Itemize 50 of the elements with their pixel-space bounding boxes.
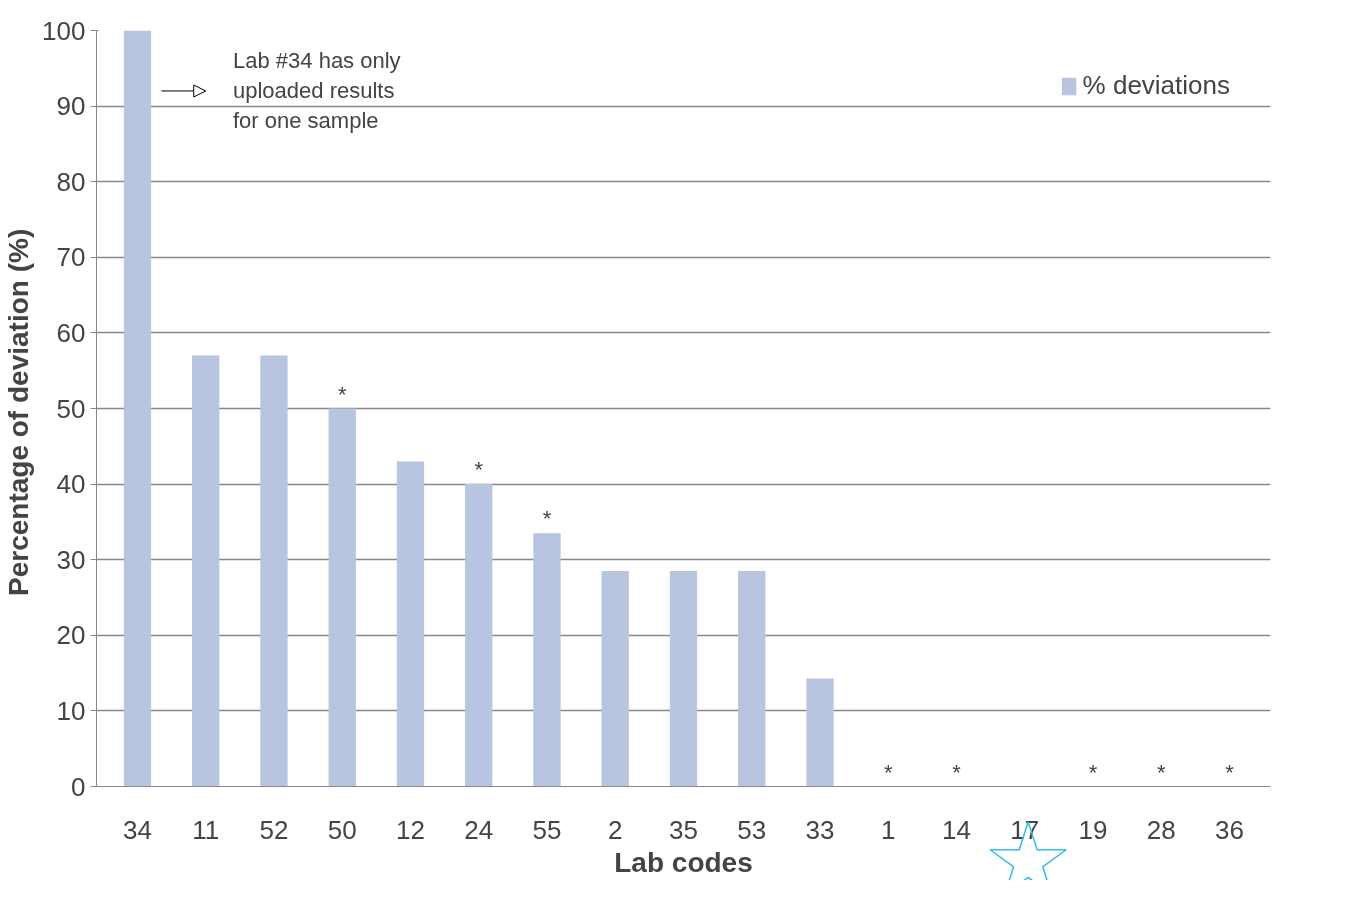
bar <box>260 355 288 787</box>
bar <box>465 484 493 787</box>
y-tick-label: 80 <box>56 166 86 197</box>
annotation: * <box>1157 759 1167 785</box>
x-tick-label: 12 <box>396 814 425 845</box>
y-axis-title: Percentage of deviation (%) <box>3 228 35 596</box>
legend-label: % deviations <box>1082 70 1230 101</box>
bar <box>192 355 220 787</box>
x-tick-label: 53 <box>737 814 767 845</box>
bar <box>123 30 152 787</box>
x-tick-label: 2 <box>608 814 623 845</box>
x-tick-label: 50 <box>327 814 357 845</box>
x-tick-label: 36 <box>1215 814 1245 845</box>
annotation: * <box>542 506 552 532</box>
x-tick-label: 11 <box>192 814 220 845</box>
y-tick-label: 50 <box>56 393 86 424</box>
y-tick-label: 30 <box>56 544 86 575</box>
y-tick-label: 0 <box>71 771 86 802</box>
annotation: * <box>883 759 893 785</box>
x-axis-title: Lab codes <box>614 846 753 878</box>
bar <box>601 571 629 787</box>
x-tick-label: 1 <box>881 814 896 845</box>
annotation: * <box>952 759 962 785</box>
bar <box>533 533 561 787</box>
y-tick-label: 90 <box>56 91 86 122</box>
bar <box>396 461 425 787</box>
x-tick-label: 28 <box>1146 814 1176 845</box>
x-tick-label: 35 <box>669 814 698 845</box>
x-tick-label: 14 <box>942 814 971 845</box>
bar <box>669 571 698 787</box>
x-tick-label: 34 <box>122 814 152 845</box>
y-tick-label: 70 <box>56 242 86 273</box>
x-tick-label: 55 <box>532 814 562 845</box>
annotation: Lab #34 has only uploaded results for one sample <box>233 48 401 134</box>
x-tick-label: 33 <box>805 814 835 845</box>
x-tick-label: 52 <box>259 814 289 845</box>
annotation: * <box>337 381 347 407</box>
annotation: * <box>1225 759 1235 785</box>
y-tick-label: 20 <box>56 620 86 651</box>
annotation: * <box>474 457 484 483</box>
x-tick-label: 24 <box>464 814 494 845</box>
x-tick-label: 19 <box>1078 814 1108 845</box>
bar <box>806 678 834 787</box>
bar <box>328 408 356 787</box>
y-tick-label: 60 <box>56 317 86 348</box>
y-tick-label: 100 <box>42 15 86 46</box>
y-tick-label: 40 <box>56 469 86 500</box>
y-tick-label: 10 <box>56 695 86 726</box>
bar <box>738 571 766 787</box>
annotation: * <box>1088 759 1098 785</box>
